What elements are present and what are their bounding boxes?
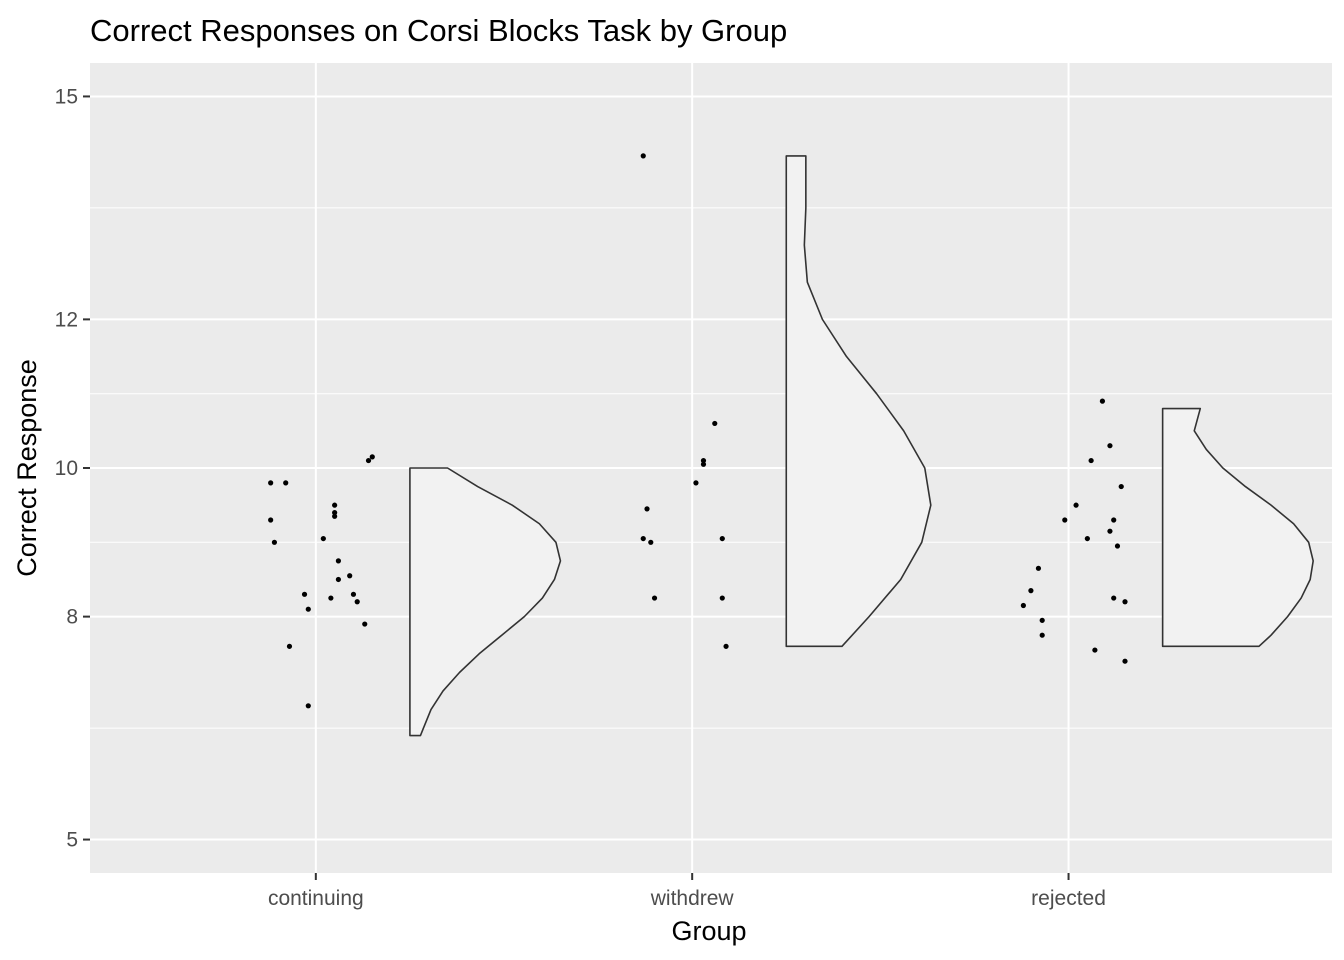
data-point-rejected — [1020, 602, 1026, 609]
data-point-continuing — [335, 558, 341, 564]
data-point-withdrew — [644, 506, 650, 512]
data-point-withdrew — [640, 153, 646, 159]
data-point-continuing — [350, 591, 357, 597]
y-tick-label: 10 — [55, 457, 78, 480]
data-point-continuing — [365, 457, 372, 464]
x-tick-label: withdrew — [650, 887, 735, 910]
point-layer — [268, 153, 1128, 709]
x-axis-title: Group — [671, 916, 746, 946]
x-tick-label: rejected — [1031, 887, 1106, 910]
data-point-continuing — [354, 599, 360, 605]
y-axis-title: Correct Response — [12, 359, 42, 577]
data-point-continuing — [301, 591, 308, 597]
data-point-withdrew — [651, 595, 658, 601]
data-point-continuing — [286, 643, 293, 649]
y-tick-label: 8 — [66, 606, 78, 629]
data-point-rejected — [1107, 528, 1113, 534]
data-point-withdrew — [723, 643, 729, 649]
data-point-withdrew — [700, 457, 707, 464]
data-point-rejected — [1088, 457, 1094, 464]
data-point-rejected — [1114, 543, 1121, 549]
data-point-withdrew — [640, 535, 646, 542]
violin-rejected — [1161, 407, 1314, 648]
data-point-continuing — [283, 480, 289, 486]
data-point-continuing — [332, 513, 338, 519]
y-axis: 5 8 10 12 15 — [55, 85, 90, 852]
data-point-continuing — [320, 535, 326, 542]
y-tick-label: 15 — [55, 85, 78, 108]
data-point-continuing — [268, 480, 274, 486]
data-point-withdrew — [712, 420, 718, 427]
data-point-rejected — [1062, 517, 1068, 523]
data-point-continuing — [362, 621, 368, 627]
data-point-rejected — [1039, 632, 1045, 638]
data-point-rejected — [1073, 502, 1079, 508]
data-point-rejected — [1084, 535, 1090, 542]
data-point-withdrew — [719, 535, 725, 542]
grid-major — [90, 63, 1332, 873]
data-point-withdrew — [648, 539, 654, 545]
data-point-withdrew — [700, 461, 707, 467]
data-point-continuing — [328, 595, 334, 601]
data-point-rejected — [1107, 443, 1113, 449]
x-axis: continuing withdrew rejected — [268, 873, 1106, 910]
data-point-withdrew — [693, 480, 699, 486]
violin-withdrew — [785, 155, 932, 648]
data-point-rejected — [1028, 588, 1034, 594]
data-point-continuing — [271, 539, 278, 545]
data-point-continuing — [268, 517, 274, 523]
data-point-rejected — [1035, 565, 1042, 571]
data-point-continuing — [305, 606, 311, 612]
data-point-continuing — [332, 502, 338, 508]
violin-continuing — [409, 467, 562, 737]
chart-title: Correct Responses on Corsi Blocks Task b… — [90, 13, 787, 48]
data-point-continuing — [369, 454, 375, 460]
data-point-rejected — [1111, 595, 1117, 601]
grid-minor — [90, 207, 1332, 729]
violin-layer — [409, 155, 1314, 737]
data-point-rejected — [1111, 517, 1117, 523]
data-point-continuing — [347, 573, 353, 579]
y-tick-label: 5 — [66, 829, 78, 852]
data-point-rejected — [1118, 483, 1124, 490]
data-point-continuing — [332, 509, 338, 516]
data-point-rejected — [1092, 647, 1098, 653]
data-point-withdrew — [719, 595, 725, 601]
data-point-rejected — [1122, 599, 1128, 605]
data-point-continuing — [335, 576, 341, 583]
data-point-continuing — [305, 703, 311, 709]
data-point-rejected — [1039, 617, 1045, 623]
x-tick-label: continuing — [268, 887, 364, 910]
data-point-rejected — [1099, 398, 1106, 404]
data-point-rejected — [1122, 658, 1128, 664]
y-tick-label: 12 — [55, 308, 78, 331]
